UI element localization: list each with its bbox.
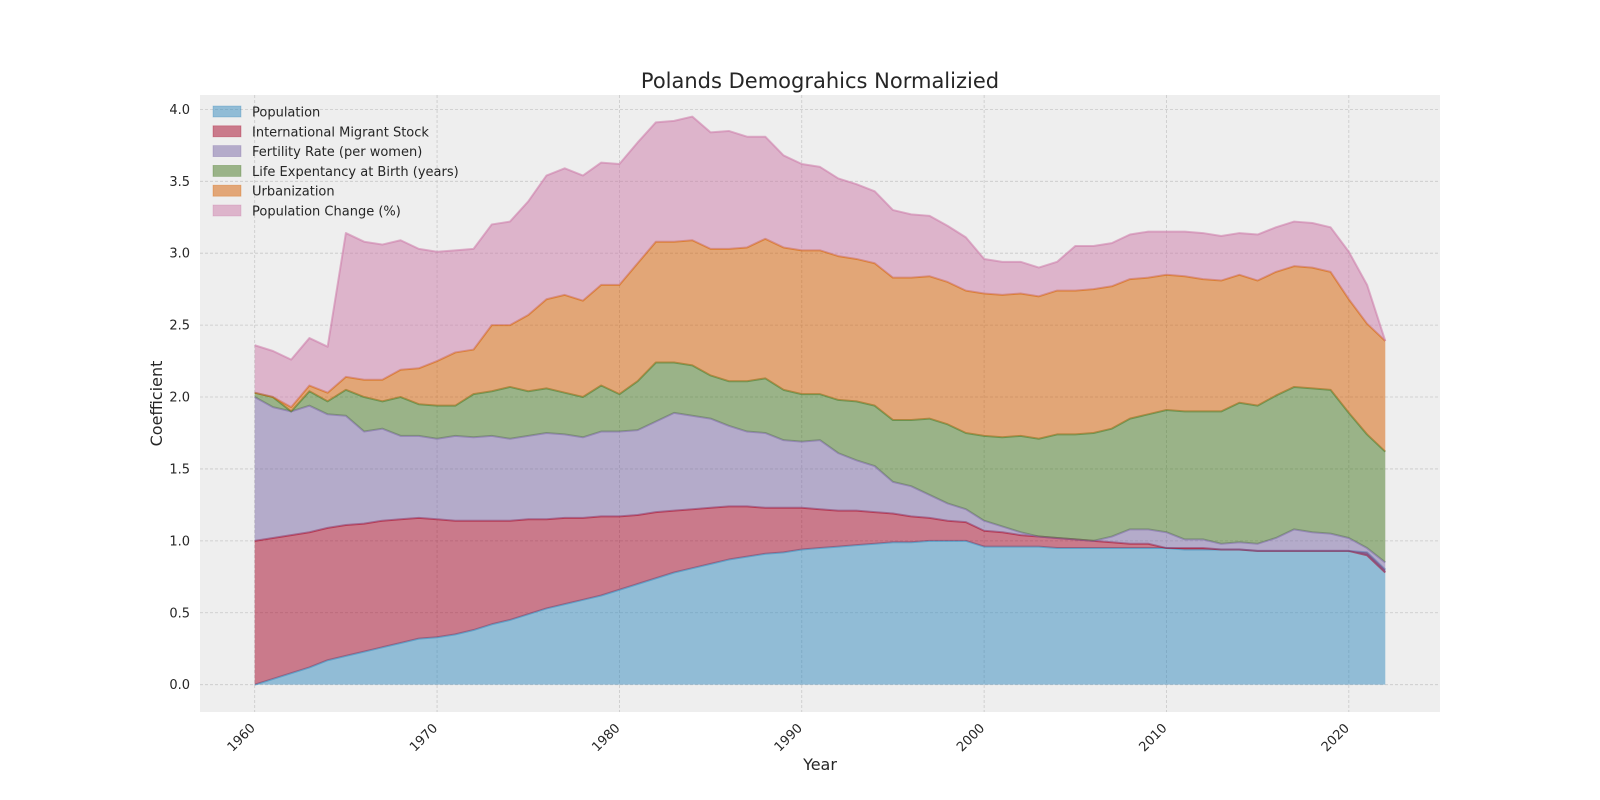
- area-series-4: [254, 238, 1386, 452]
- legend-label: International Migrant Stock: [252, 125, 429, 140]
- y-axis-label: Coefficient: [147, 361, 166, 447]
- legend: Population International Migrant Stock Fer…: [212, 105, 459, 220]
- y-tick-label: 0.0: [169, 678, 190, 693]
- y-tick-label: 0.5: [169, 606, 190, 621]
- x-axis-label: Year: [802, 755, 837, 774]
- chart-title: Polands Demograhics Normalizied: [641, 69, 999, 93]
- legend-swatch: [212, 204, 242, 217]
- x-tick-label: 2020: [1319, 721, 1353, 755]
- x-tick-label: 2000: [954, 721, 988, 755]
- area-series-line-5: [254, 115, 1387, 361]
- x-tick-label: 1960: [225, 721, 259, 755]
- y-tick-label: 3.5: [169, 175, 190, 190]
- legend-label: Population Change (%): [252, 205, 401, 220]
- legend-label: Population: [252, 106, 320, 121]
- legend-swatch: [212, 164, 242, 177]
- area-series-2: [254, 397, 1386, 573]
- area-layers: [254, 115, 1387, 686]
- legend-swatch: [212, 145, 242, 158]
- x-tick-label: 1990: [772, 721, 806, 755]
- legend-swatch: [212, 184, 242, 197]
- area-series-1: [254, 506, 1386, 685]
- y-tick-label: 2.0: [169, 391, 190, 406]
- x-tick-label: 2010: [1136, 721, 1170, 755]
- legend-swatch: [212, 105, 242, 118]
- y-tick-label: 1.5: [169, 462, 190, 477]
- y-tick-label: 4.0: [169, 103, 190, 118]
- area-series-3: [254, 362, 1386, 563]
- x-tick-label: 1980: [589, 721, 623, 755]
- y-tick-label: 1.0: [169, 534, 190, 549]
- y-tick-label: 2.5: [169, 319, 190, 334]
- y-tick-label: 3.0: [169, 247, 190, 262]
- legend-label: Urbanization: [252, 185, 335, 200]
- legend-swatch: [212, 125, 242, 138]
- x-tick-label: 1970: [407, 721, 441, 755]
- legend-label: Fertility Rate (per women): [252, 145, 422, 160]
- legend-label: Life Expentancy at Birth (years): [252, 165, 459, 180]
- area-series-0: [254, 540, 1386, 685]
